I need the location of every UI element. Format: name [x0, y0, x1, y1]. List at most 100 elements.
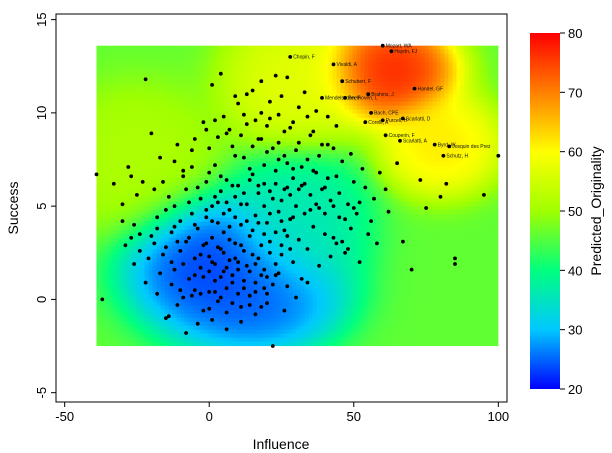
surface-cell: [476, 125, 482, 131]
surface-cell: [280, 105, 286, 111]
surface-cell: [216, 161, 222, 167]
surface-cell: [364, 117, 370, 123]
surface-cell: [164, 189, 170, 195]
surface-cell: [156, 165, 162, 171]
surface-cell: [140, 53, 146, 59]
surface-cell: [340, 97, 346, 103]
surface-cell: [304, 177, 310, 183]
surface-cell: [328, 93, 334, 99]
surface-cell: [156, 201, 162, 207]
surface-cell: [324, 161, 330, 167]
surface-cell: [264, 97, 270, 103]
surface-cell: [440, 69, 446, 75]
surface-cell: [144, 161, 150, 167]
surface-cell: [288, 57, 294, 63]
surface-cell: [484, 209, 490, 215]
surface-cell: [416, 217, 422, 223]
surface-cell: [348, 93, 354, 99]
surface-cell: [232, 89, 238, 95]
surface-cell: [96, 97, 102, 103]
surface-cell: [232, 57, 238, 63]
surface-cell: [324, 145, 330, 151]
surface-cell: [432, 45, 438, 51]
surface-cell: [200, 65, 206, 71]
surface-cell: [204, 189, 210, 195]
surface-cell: [196, 125, 202, 131]
surface-cell: [240, 117, 246, 123]
surface-cell: [184, 157, 190, 163]
surface-cell: [204, 45, 210, 51]
surface-cell: [200, 149, 206, 155]
surface-cell: [96, 197, 102, 203]
surface-cell: [152, 189, 158, 195]
surface-cell: [160, 169, 166, 175]
surface-cell: [480, 73, 486, 79]
surface-cell: [428, 125, 434, 131]
surface-cell: [392, 161, 398, 167]
surface-cell: [340, 197, 346, 203]
surface-cell: [412, 109, 418, 115]
surface-cell: [476, 109, 482, 115]
surface-cell: [268, 141, 274, 147]
surface-cell: [392, 105, 398, 111]
surface-cell: [192, 121, 198, 127]
surface-cell: [140, 117, 146, 123]
surface-cell: [164, 77, 170, 83]
surface-cell: [336, 193, 342, 199]
surface-cell: [172, 153, 178, 159]
surface-cell: [240, 85, 246, 91]
surface-cell: [212, 241, 218, 247]
surface-cell: [288, 153, 294, 159]
surface-cell: [200, 209, 206, 215]
surface-cell: [360, 57, 366, 63]
surface-cell: [360, 237, 366, 243]
surface-cell: [236, 89, 242, 95]
surface-cell: [420, 57, 426, 63]
surface-cell: [152, 117, 158, 123]
surface-cell: [404, 105, 410, 111]
surface-cell: [288, 117, 294, 123]
surface-cell: [212, 185, 218, 191]
surface-cell: [244, 65, 250, 71]
surface-cell: [424, 209, 430, 215]
surface-cell: [420, 173, 426, 179]
surface-cell: [300, 141, 306, 147]
surface-cell: [112, 149, 118, 155]
surface-cell: [428, 189, 434, 195]
surface-cell: [364, 101, 370, 107]
surface-cell: [260, 177, 266, 183]
surface-cell: [496, 169, 499, 175]
surface-cell: [380, 161, 386, 167]
surface-cell: [292, 97, 298, 103]
surface-cell: [148, 165, 154, 171]
surface-cell: [136, 213, 142, 219]
surface-cell: [368, 149, 374, 155]
surface-cell: [336, 137, 342, 143]
surface-cell: [200, 165, 206, 171]
surface-cell: [224, 69, 230, 75]
surface-cell: [396, 53, 402, 59]
surface-cell: [116, 193, 122, 199]
surface-cell: [300, 101, 306, 107]
surface-cell: [344, 85, 350, 91]
surface-cell: [324, 173, 330, 179]
surface-cell: [296, 81, 302, 87]
surface-cell: [272, 185, 278, 191]
surface-cell: [232, 133, 238, 139]
surface-cell: [408, 173, 414, 179]
surface-cell: [456, 169, 462, 175]
surface-cell: [136, 149, 142, 155]
surface-cell: [276, 93, 282, 99]
surface-cell: [372, 81, 378, 87]
surface-cell: [456, 61, 462, 67]
surface-cell: [432, 129, 438, 135]
surface-cell: [252, 49, 258, 55]
surface-cell: [432, 161, 438, 167]
surface-cell: [408, 137, 414, 143]
surface-cell: [324, 65, 330, 71]
surface-cell: [200, 93, 206, 99]
surface-cell: [164, 161, 170, 167]
surface-cell: [184, 85, 190, 91]
surface-cell: [488, 53, 494, 59]
surface-cell: [108, 193, 114, 199]
